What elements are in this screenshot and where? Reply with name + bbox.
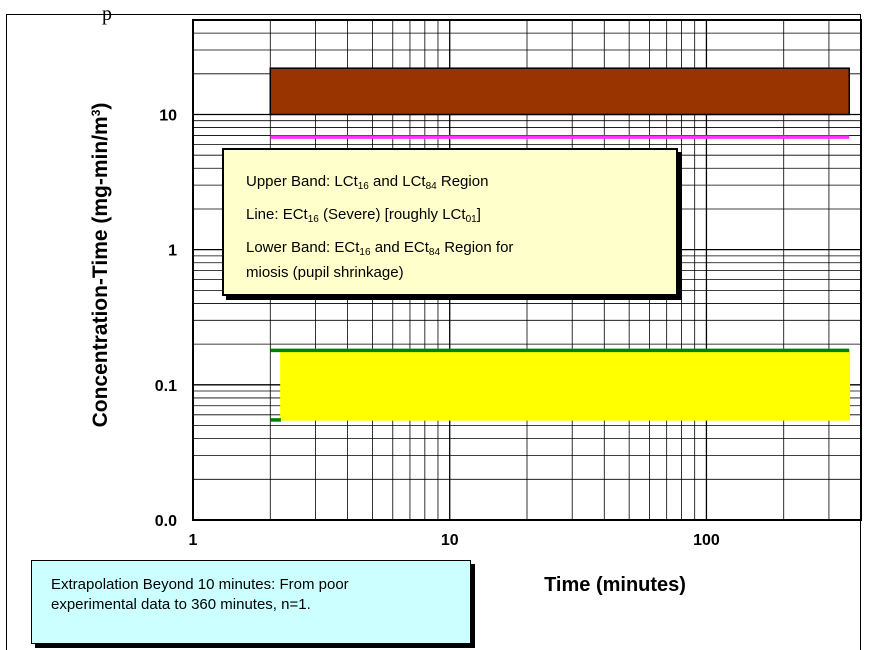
legend-line: Line: ECt16 (Severe) [roughly LCt01]	[246, 206, 481, 225]
x-tick-label: 100	[693, 532, 720, 549]
note-line-1: Extrapolation Beyond 10 minutes: From po…	[51, 576, 349, 593]
y-axis-title: Concentration-Time (mg-min/m3)	[89, 103, 112, 428]
tick-labels: 1 10 100 0.0 0.1 1 10	[155, 107, 720, 549]
legend-box: Upper Band: LCt16 and LCt84 Region Line:…	[222, 148, 678, 296]
series	[269, 67, 851, 422]
x-axis-title: Time (minutes)	[544, 574, 686, 596]
band-region	[280, 351, 851, 421]
header-fragment: p	[102, 3, 112, 25]
y-tick-label: 1	[168, 243, 177, 260]
y-tick-label: 0.0	[155, 513, 177, 530]
y-tick-label: 10	[159, 107, 177, 124]
x-tick-label: 10	[441, 532, 459, 549]
legend-upper-band: Upper Band: LCt16 and LCt84 Region	[246, 173, 489, 192]
note-line-2: experimental data to 360 minutes, n=1.	[51, 596, 311, 613]
extrapolation-note: Extrapolation Beyond 10 minutes: From po…	[31, 560, 471, 644]
plot-area	[192, 19, 862, 521]
band-region	[269, 67, 851, 116]
y-tick-label: 0.1	[155, 378, 177, 395]
legend-lower-band: Lower Band: ECt16 and ECt84 Region for mi…	[246, 239, 514, 281]
x-tick-label: 1	[189, 532, 198, 549]
